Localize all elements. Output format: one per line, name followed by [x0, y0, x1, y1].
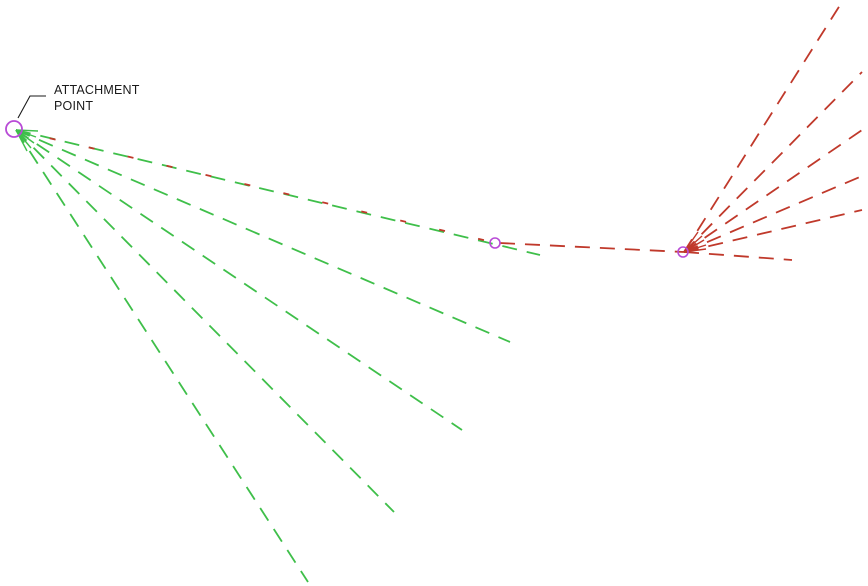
red-line-5: [683, 209, 863, 253]
callout-label-line1: ATTACHMENT: [54, 83, 140, 97]
green-arrow-1: [15, 129, 39, 132]
red-line-2: [683, 71, 863, 253]
red-line-1: [683, 1, 843, 253]
green-arrow-3: [15, 129, 35, 144]
green-line-1: [15, 129, 541, 256]
callout-label-line2: POINT: [54, 99, 93, 113]
green-line-group: [15, 129, 541, 583]
green-line-2: [15, 129, 511, 343]
green-line-3: [15, 129, 463, 431]
green-line-5: [15, 129, 309, 583]
red-connector-line: [499, 242, 685, 253]
green-arrow-4: [15, 129, 32, 149]
green-arrow-2: [15, 129, 37, 138]
middle-node-circle: [489, 237, 501, 249]
red-line-3: [683, 129, 863, 253]
green-line-4: [15, 129, 395, 513]
red-line-4: [683, 175, 863, 253]
callout-leader-line: [17, 95, 46, 119]
red-line-group: [39, 1, 863, 261]
green-arrow-5: [15, 129, 28, 152]
right-node-circle: [677, 246, 689, 258]
red-line-6: [683, 251, 793, 261]
attachment-point-circle: [5, 120, 23, 138]
